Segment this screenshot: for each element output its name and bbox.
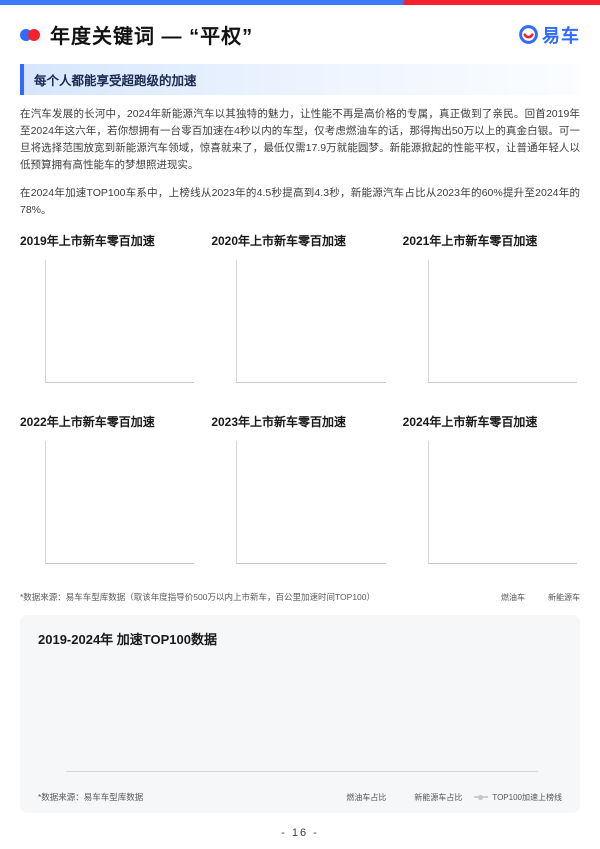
section-banner: 每个人都能享受超跑级的加速 bbox=[20, 64, 580, 95]
legend-ev-label: 新能源车 bbox=[548, 592, 580, 602]
scatter-chart-2019: 2019年上市新车零百加速 bbox=[20, 232, 197, 396]
legend-ev-share: 新能源车占比 bbox=[398, 792, 462, 803]
scatter-chart-2022: 2022年上市新车零百加速 bbox=[20, 413, 197, 577]
scatter-plot-2023 bbox=[236, 441, 386, 564]
scatter-plot-2022 bbox=[45, 441, 195, 564]
chart-title: 2023年上市新车零百加速 bbox=[211, 415, 347, 429]
title-wrap: 年度关键词 — “平权” bbox=[20, 20, 253, 49]
scatter-chart-2024: 2024年上市新车零百加速 bbox=[403, 413, 580, 577]
yiche-logo-icon bbox=[519, 25, 538, 44]
yiche-logo-text: 易车 bbox=[542, 25, 580, 46]
chart-title: 2019年上市新车零百加速 bbox=[20, 234, 155, 248]
legend-ev: 新能源车 bbox=[537, 592, 580, 603]
title-dot-red-icon bbox=[28, 28, 40, 41]
scatter-plot-2021 bbox=[427, 260, 577, 383]
scatter-chart-2023: 2023年上市新车零百加速 bbox=[211, 413, 388, 577]
legend-ev-share-label: 新能源车占比 bbox=[414, 792, 463, 802]
chart-title: 2024年上市新车零百加速 bbox=[402, 415, 538, 429]
bar-chart-title: 2019-2024年 加速TOP100数据 bbox=[38, 632, 217, 647]
scatter-chart-2021: 2021年上市新车零百加速 bbox=[403, 232, 580, 396]
bar-plot-area bbox=[66, 660, 538, 772]
legend-fuel: 燃油车 bbox=[490, 592, 525, 603]
legend-top100-line: TOP100加速上榜线 bbox=[474, 792, 562, 803]
legend-fuel-share: 燃油车占比 bbox=[330, 792, 386, 803]
scatter-footnote-row: *数据来源：易车车型库数据（取该年度指导价500万以内上市新车，百公里加速时间T… bbox=[20, 591, 580, 603]
page-title: 年度关键词 — “平权” bbox=[50, 26, 254, 48]
chart-title: 2022年上市新车零百加速 bbox=[20, 415, 155, 429]
scatter-plot-2019 bbox=[45, 260, 195, 383]
scatter-grid: 2019年上市新车零百加速 2020年上市新车零百加速 2021年上市新车零百加… bbox=[20, 232, 580, 577]
legend-fuel-label: 燃油车 bbox=[501, 592, 525, 602]
yiche-logo: 易车 bbox=[518, 22, 580, 48]
top-accent-bar bbox=[0, 0, 600, 5]
ev-bar-icon bbox=[398, 795, 410, 799]
bar-chart bbox=[38, 660, 562, 772]
bar-legend: 燃油车占比 新能源车占比 TOP100加速上榜线 bbox=[330, 792, 562, 803]
top100-card: 2019-2024年 加速TOP100数据 *数据来源：易车车型库数据 燃油车占… bbox=[20, 615, 580, 813]
page-header: 年度关键词 — “平权” 易车 bbox=[0, 5, 600, 49]
body-paragraph-2: 在2024年加速TOP100车系中，上榜线从2023年的4.5秒提高到4.3秒，… bbox=[20, 187, 580, 216]
body-paragraph-1: 在汽车发展的长河中，2024年新能源汽车以其独特的魅力，让性能不再是高价格的专属… bbox=[20, 108, 580, 171]
chart-title: 2020年上市新车零百加速 bbox=[211, 234, 347, 248]
legend-line-label: TOP100加速上榜线 bbox=[492, 792, 562, 802]
ev-dot-icon bbox=[537, 594, 544, 601]
fuel-bar-icon bbox=[330, 795, 342, 799]
scatter-footnote: *数据来源：易车车型库数据（取该年度指导价500万以内上市新车，百公里加速时间T… bbox=[20, 592, 375, 602]
bar-left-axis bbox=[38, 660, 66, 772]
scatter-plot-2024 bbox=[427, 441, 577, 564]
bar-footnote: *数据来源：易车车型库数据 bbox=[38, 792, 144, 802]
scatter-chart-2020: 2020年上市新车零百加速 bbox=[211, 232, 388, 396]
line-marker-icon bbox=[474, 794, 489, 800]
bar-right-axis bbox=[538, 660, 562, 772]
scatter-plot-2020 bbox=[236, 260, 386, 383]
scatter-legend: 燃油车 新能源车 bbox=[490, 592, 580, 603]
chart-title: 2021年上市新车零百加速 bbox=[402, 234, 538, 248]
fuel-dot-icon bbox=[490, 594, 497, 601]
legend-fuel-share-label: 燃油车占比 bbox=[346, 792, 387, 802]
page-number: - 16 - bbox=[281, 827, 319, 839]
bar-footnote-row: *数据来源：易车车型库数据 燃油车占比 新能源车占比 TOP100加速上榜线 bbox=[38, 791, 562, 803]
